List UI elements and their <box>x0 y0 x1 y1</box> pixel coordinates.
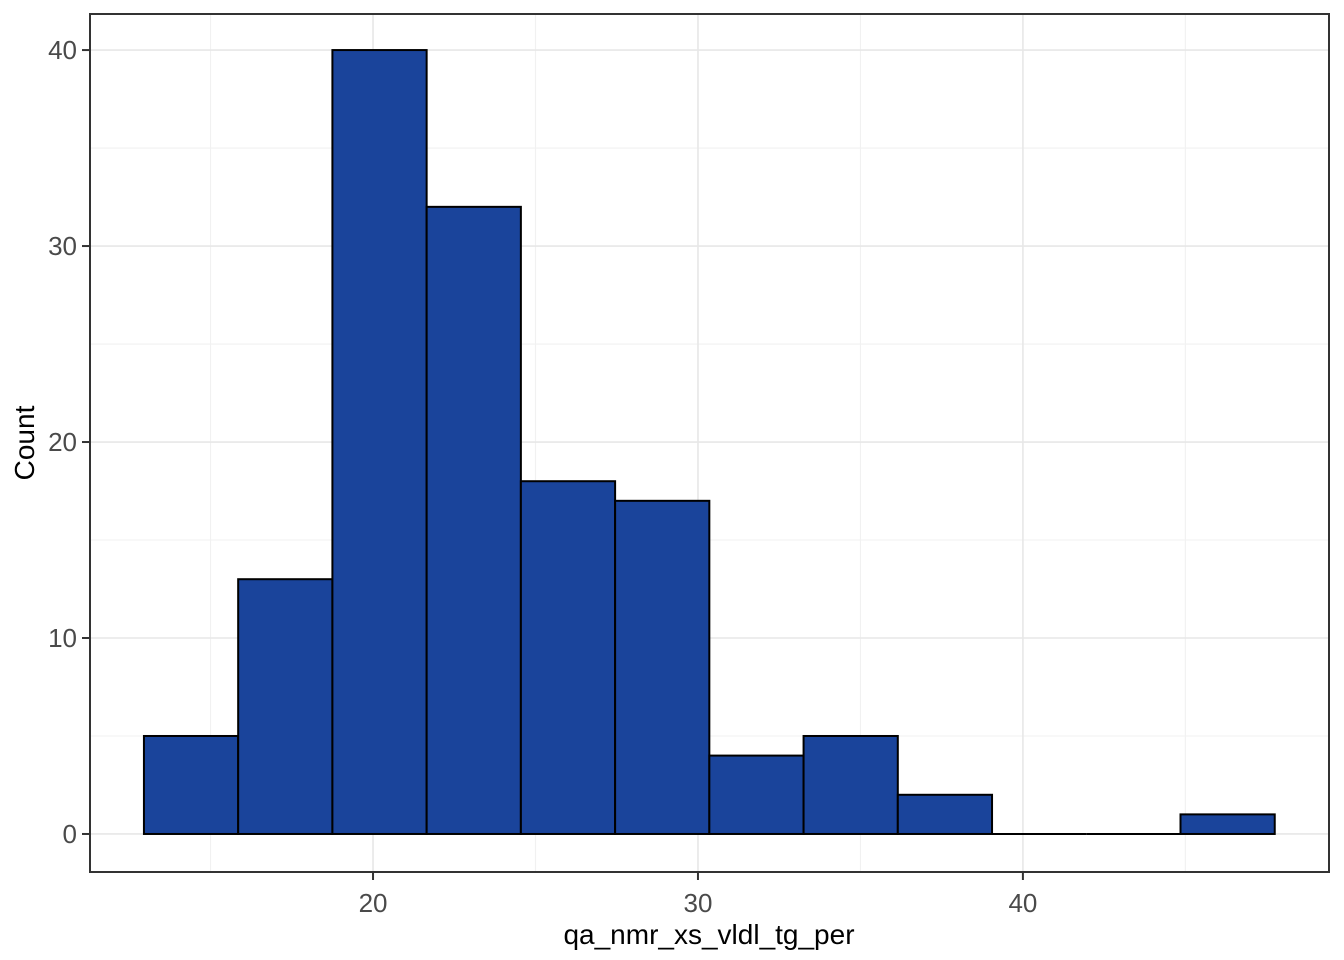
histogram-bar <box>425 205 522 835</box>
y-axis-title: Count <box>9 405 40 480</box>
x-tick-label: 40 <box>1008 888 1037 918</box>
y-tick-label: 20 <box>48 427 77 457</box>
histogram-bar <box>142 734 240 835</box>
histogram-bar <box>614 499 711 835</box>
histogram-bar <box>1179 813 1276 835</box>
y-tick-label: 40 <box>48 35 77 65</box>
histogram-bar <box>519 480 617 835</box>
x-axis-title: qa_nmr_xs_vldl_tg_per <box>563 919 854 950</box>
y-tick-label: 10 <box>48 623 77 653</box>
histogram-bar <box>237 578 334 835</box>
histogram-bar <box>896 793 994 835</box>
x-tick-label: 30 <box>684 888 713 918</box>
y-tick-label: 30 <box>48 231 77 261</box>
y-tick-label: 0 <box>63 819 77 849</box>
histogram-bar <box>708 754 805 835</box>
histogram-bar <box>802 734 899 835</box>
histogram-bar <box>331 49 428 835</box>
chart-panel: 20 30 40 0 10 20 30 40 <box>48 13 1330 918</box>
x-tick-label: 20 <box>359 888 388 918</box>
